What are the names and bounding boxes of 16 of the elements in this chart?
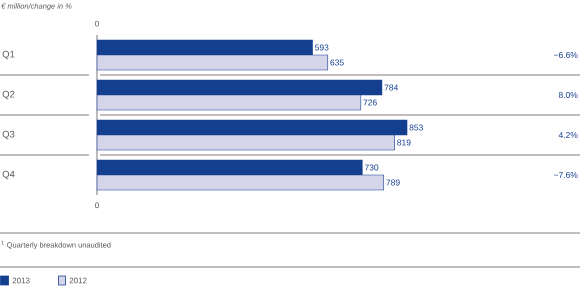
data-label: 789: [386, 180, 400, 186]
data-label: 635: [330, 60, 344, 66]
text: −7.6%: [554, 172, 578, 178]
y-tick-label: Q3: [2, 130, 14, 140]
data-label: 730: [364, 164, 378, 170]
text: −6.6%: [554, 52, 578, 58]
text: 8.0%: [558, 92, 578, 98]
data-label: 593: [315, 44, 328, 50]
data-label: 853: [410, 124, 423, 130]
y-tick-label: Q1: [2, 50, 14, 60]
data-label: 784: [384, 84, 398, 90]
data-label: 726: [363, 100, 377, 106]
data-label: 819: [397, 140, 411, 146]
y-tick-label: Q2: [2, 90, 14, 100]
y-tick-label: Q4: [2, 170, 15, 180]
text: 4.2%: [558, 132, 578, 138]
